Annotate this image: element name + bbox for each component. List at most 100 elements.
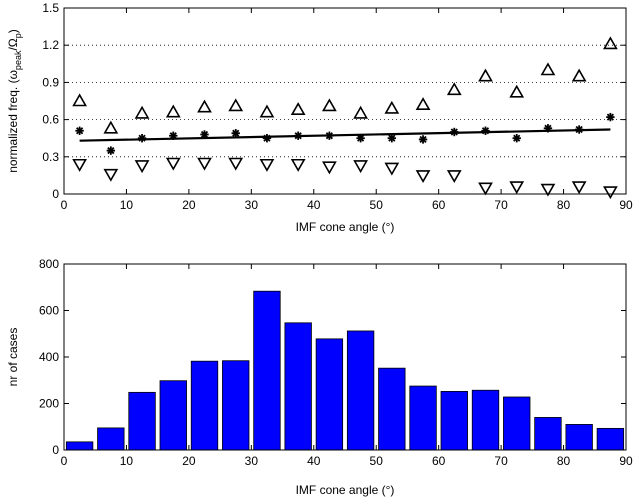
asterisk-stroke: [200, 130, 209, 139]
y-tick-label: 0: [52, 443, 59, 457]
asterisk-marker: [481, 126, 490, 135]
y-tick-label: 0.3: [42, 150, 59, 164]
asterisk-marker: [169, 131, 178, 140]
asterisk-marker: [137, 134, 147, 143]
asterisk-stroke: [232, 129, 240, 137]
asterisk-stroke: [169, 132, 177, 140]
scatter-grid: [64, 44, 626, 158]
x-tick-label: 90: [619, 198, 633, 212]
triangle-down-marker: [603, 186, 618, 200]
triangle-up-marker: [446, 82, 462, 96]
asterisk-marker: [231, 129, 240, 138]
x-tick-label: 20: [182, 454, 196, 468]
asterisk-stroke: [419, 135, 427, 144]
triangle-up-marker: [603, 36, 618, 50]
triangle-down-marker: [384, 162, 400, 176]
triangle-up-marker: [509, 84, 525, 98]
asterisk-marker: [293, 131, 303, 140]
x-tick-label: 20: [182, 198, 196, 212]
x-tick-label: 30: [245, 454, 259, 468]
scatter-plot-area: [64, 8, 626, 194]
x-tick-label: 80: [557, 454, 571, 468]
triangle-up-marker: [478, 68, 493, 82]
histogram-bar: [159, 380, 187, 451]
y-tick-label: 200: [39, 397, 59, 411]
y-tick-label: 1.5: [42, 1, 59, 15]
asterisk-stroke: [294, 132, 302, 140]
triangle-up-marker: [72, 93, 87, 107]
asterisk-stroke: [450, 128, 458, 136]
y-tick-label: 0.9: [42, 75, 59, 89]
histogram-bar: [596, 427, 625, 451]
asterisk-marker: [606, 112, 615, 122]
triangle-up-marker: [228, 98, 244, 112]
histogram-bar: [97, 427, 125, 451]
histogram-x-axis-label: IMF cone angle (°): [296, 483, 395, 497]
x-tick-label: 10: [120, 454, 134, 468]
x-tick-label: 50: [370, 198, 384, 212]
asterisk-stroke: [138, 134, 146, 142]
asterisk-stroke: [606, 113, 614, 121]
triangle-down-marker: [165, 157, 181, 171]
triangle-down-marker: [571, 181, 587, 195]
triangle-up-marker: [415, 97, 431, 111]
triangle-down-marker: [103, 168, 119, 182]
asterisk-stroke: [357, 134, 365, 142]
histogram-bar: [284, 322, 312, 451]
histogram-plot-area: [64, 264, 626, 450]
y-tick-label: 400: [39, 350, 59, 364]
histogram-bar: [409, 385, 437, 451]
asterisk-stroke: [107, 146, 115, 155]
triangle-down-marker: [72, 158, 87, 172]
x-tick-label: 10: [120, 198, 134, 212]
triangle-down-marker: [478, 182, 493, 196]
histogram-bar: [471, 389, 500, 451]
asterisk-marker: [75, 126, 84, 135]
asterisk-marker: [512, 134, 521, 143]
asterisk-marker: [450, 127, 459, 137]
triangle-down-marker: [134, 160, 150, 174]
asterisk-stroke: [76, 127, 84, 135]
histogram-bar: [315, 338, 344, 451]
x-tick-label: 30: [245, 198, 259, 212]
triangle-up-marker: [259, 104, 275, 118]
triangle-up-marker: [290, 102, 306, 115]
triangle-up-marker: [103, 120, 119, 134]
asterisk-marker: [262, 134, 272, 143]
asterisk-stroke: [575, 125, 583, 134]
histogram-bar: [65, 441, 94, 451]
histogram-bar: [346, 330, 375, 451]
x-tick-label: 40: [307, 198, 321, 212]
triangle-up-marker: [540, 62, 556, 76]
x-tick-label: 0: [61, 198, 68, 212]
scatter-x-axis-label: IMF cone angle (°): [296, 220, 395, 234]
x-tick-label: 40: [307, 454, 321, 468]
triangle-down-marker: [197, 157, 212, 171]
fit-line-group: [79, 128, 611, 142]
triangle-down-marker: [446, 170, 462, 184]
asterisk-stroke: [481, 127, 490, 135]
scatter-panel: 0 10 20 30 40 50 60 70 80 90 0 0.3 0.6 0.9 1.2 1.5 IMF …: [6, 1, 633, 234]
x-tick-label: 70: [494, 198, 508, 212]
histogram-panel: 0 10 20 30 40 50 60 70 80 90 0 200 400 600 800 IMF con…: [6, 257, 633, 497]
scatter-markers: [72, 36, 618, 200]
histogram-bar: [222, 360, 250, 451]
histogram-bar: [128, 391, 156, 451]
scatter-ticks: 0 10 20 30 40 50 60 70 80 90 0 0.3 0.6 0.9 1.2 1.5: [42, 1, 633, 212]
triangle-up-marker: [571, 68, 587, 82]
x-tick-label: 60: [432, 198, 446, 212]
histogram-bar: [440, 391, 468, 451]
asterisk-marker: [325, 131, 334, 140]
histogram-y-axis-label: nr of cases: [6, 328, 20, 387]
histogram-bar: [253, 290, 281, 451]
triangle-up-marker: [165, 104, 181, 118]
triangle-up-marker: [322, 98, 337, 112]
histogram-bar: [534, 417, 562, 451]
triangle-down-marker: [228, 157, 244, 171]
asterisk-stroke: [513, 134, 521, 142]
y-tick-label: 0: [52, 187, 59, 201]
triangle-down-marker: [353, 160, 368, 174]
asterisk-stroke: [388, 134, 396, 142]
x-tick-label: 90: [619, 454, 633, 468]
histogram-bar: [503, 396, 531, 451]
